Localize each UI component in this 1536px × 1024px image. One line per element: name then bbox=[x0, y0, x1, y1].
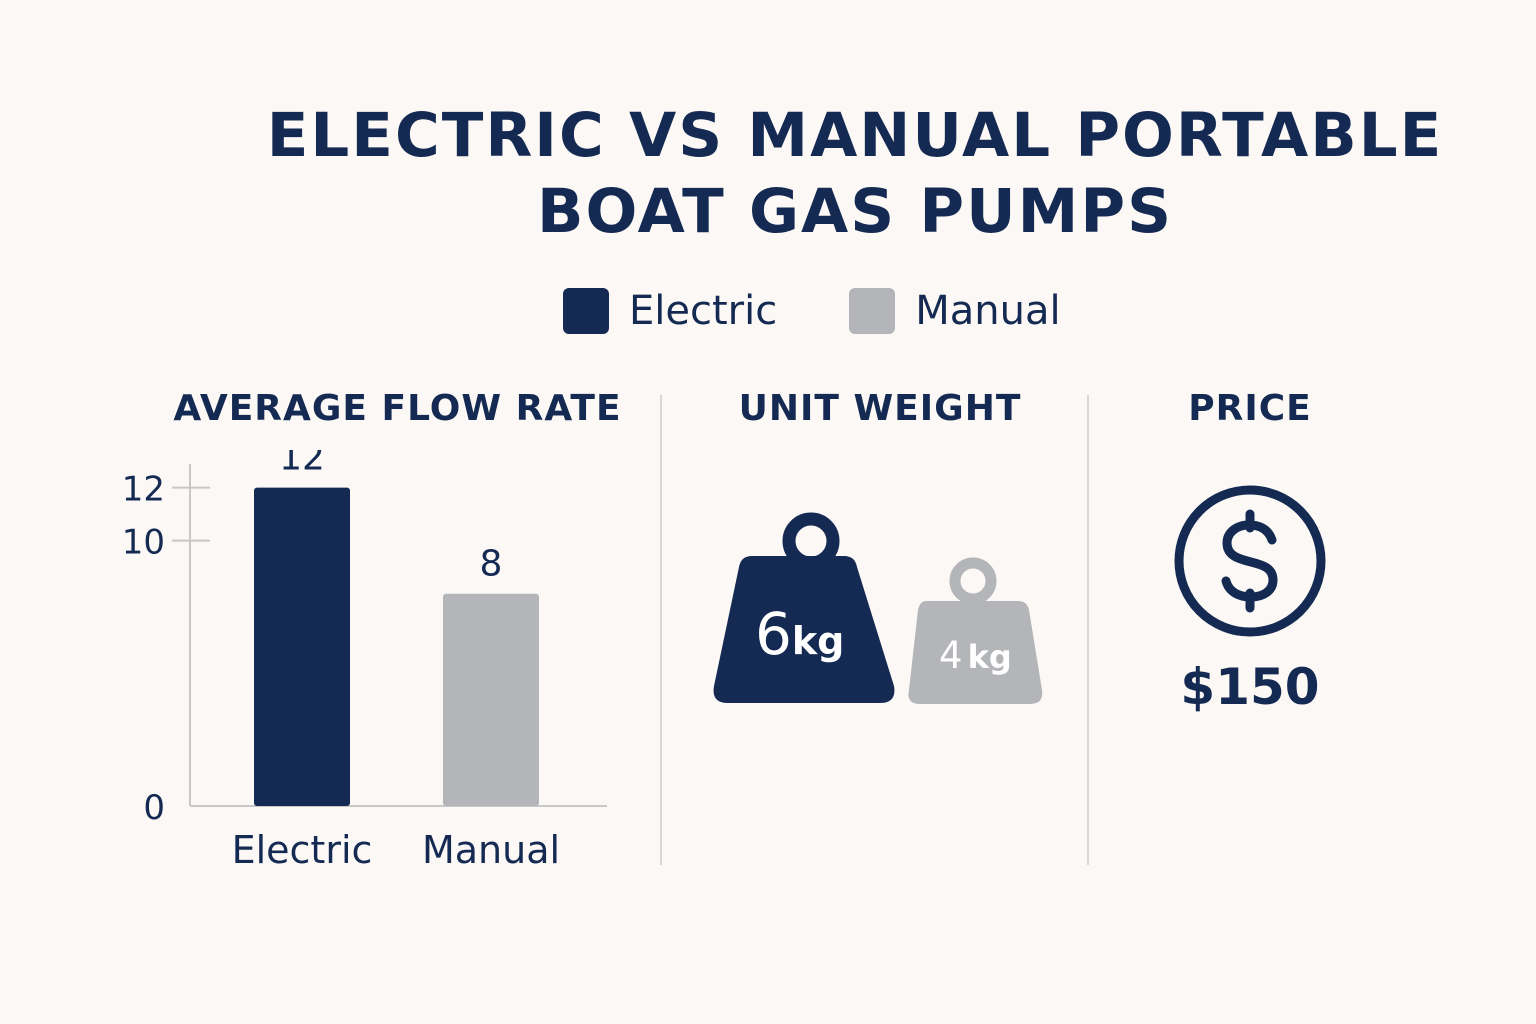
weight-electric-value: 6 bbox=[755, 600, 792, 668]
weight-manual-unit: kg bbox=[967, 638, 1012, 676]
title-line-2: BOAT GAS PUMPS bbox=[536, 176, 1174, 247]
weight-manual-value: 4 bbox=[939, 634, 963, 677]
data-label-manual: 8 bbox=[480, 544, 503, 585]
category-label-electric: Electric bbox=[232, 828, 373, 872]
y-tick-label-12: 12 bbox=[122, 470, 165, 510]
weight-manual-label: 4 kg bbox=[939, 634, 1012, 677]
chart-data-labels: 12 8 bbox=[279, 450, 502, 585]
legend: Electric Manual bbox=[563, 288, 1061, 334]
legend-swatch-manual bbox=[849, 288, 896, 334]
legend-item-electric: Electric bbox=[563, 288, 777, 334]
bar-manual bbox=[443, 593, 539, 806]
weight-icon bbox=[713, 512, 1043, 704]
page-title: ELECTRIC VS MANUAL PORTABLE BOAT GAS PUM… bbox=[0, 98, 1536, 250]
divider-right bbox=[1087, 395, 1089, 865]
chart-bars bbox=[254, 487, 539, 806]
title-line-1: ELECTRIC VS MANUAL PORTABLE bbox=[266, 100, 1444, 171]
data-label-electric: 12 bbox=[279, 450, 325, 479]
legend-label-electric: Electric bbox=[629, 288, 778, 334]
y-tick-label-0: 0 bbox=[143, 788, 165, 828]
price-title: PRICE bbox=[1188, 388, 1312, 429]
dollar-circle-icon bbox=[1174, 485, 1326, 637]
legend-swatch-electric bbox=[563, 288, 609, 334]
weight-electric-body bbox=[713, 556, 895, 703]
bar-electric bbox=[254, 487, 350, 806]
chart-axes bbox=[189, 464, 607, 807]
weight-electric-unit: kg bbox=[791, 619, 845, 663]
legend-label-manual: Manual bbox=[915, 288, 1061, 334]
y-tick-label-10: 10 bbox=[122, 523, 165, 563]
weight-electric-label: 6kg bbox=[755, 600, 844, 668]
price-value: $150 bbox=[1180, 658, 1320, 716]
dollar-s-curve bbox=[1221, 520, 1278, 602]
category-label-manual: Manual bbox=[422, 828, 560, 872]
dollar-circle-ring bbox=[1174, 485, 1326, 637]
weight-manual-handle bbox=[949, 557, 997, 605]
weight-manual-body bbox=[908, 601, 1043, 704]
flow-rate-title: AVERAGE FLOW RATE bbox=[173, 388, 622, 429]
unit-weight-title: UNIT WEIGHT bbox=[738, 388, 1022, 429]
legend-item-manual: Manual bbox=[849, 288, 1061, 334]
flow-rate-chart: 0 10 12 12 8 Electric Manual bbox=[122, 450, 607, 872]
divider-left bbox=[660, 395, 662, 865]
chart-category-labels: Electric Manual bbox=[232, 828, 560, 872]
chart-y-ticks: 0 10 12 bbox=[122, 470, 210, 828]
